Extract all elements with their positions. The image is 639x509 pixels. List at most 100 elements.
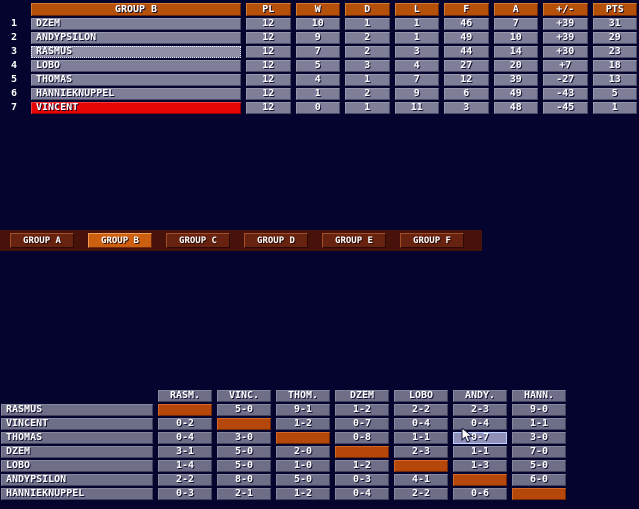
results-score-cell[interactable]: 5-0: [217, 460, 271, 472]
standings-value: 1: [345, 18, 390, 30]
results-score-cell[interactable]: 1-2: [276, 488, 330, 500]
results-score-cell[interactable]: 3-0: [512, 432, 566, 444]
results-row: THOMAS 0-4 3-0 0-8 1-1 0-7 3-0: [1, 432, 567, 444]
standings-value: 29: [592, 32, 637, 44]
results-score-cell[interactable]: 0-6: [453, 488, 507, 500]
results-team[interactable]: LOBO: [1, 460, 153, 472]
standings-row: 5 THOMAS 12 4 1 7 12 39 -27 13: [2, 74, 637, 86]
results-score-cell[interactable]: 0-7: [335, 418, 389, 430]
results-score-cell[interactable]: 9-1: [276, 404, 330, 416]
results-score-cell[interactable]: 1-2: [276, 418, 330, 430]
standings-value: 11: [394, 102, 439, 114]
tab-group-d[interactable]: GROUP D: [244, 233, 308, 248]
results-score-cell[interactable]: 6-0: [512, 474, 566, 486]
results-score-cell[interactable]: 2-3: [394, 446, 448, 458]
col-header-w: W: [295, 3, 340, 16]
standings-value: 1: [295, 88, 340, 100]
standings-team[interactable]: VINCENT: [31, 102, 241, 114]
standings-rank-header: [2, 3, 26, 16]
tab-group-c[interactable]: GROUP C: [166, 233, 230, 248]
standings-value: 3: [444, 102, 489, 114]
results-col-header: HANN.: [512, 390, 566, 402]
standings-value: 12: [246, 88, 291, 100]
tab-group-a[interactable]: GROUP A: [10, 233, 74, 248]
standings-rank: 7: [10, 102, 18, 113]
tab-group-f[interactable]: GROUP F: [400, 233, 464, 248]
results-score-cell[interactable]: 2-2: [394, 488, 448, 500]
results-team[interactable]: VINCENT: [1, 418, 153, 430]
results-score-cell[interactable]: 0-3: [158, 488, 212, 500]
results-score-cell[interactable]: 2-0: [276, 446, 330, 458]
results-score-cell[interactable]: 5-0: [276, 474, 330, 486]
results-score-cell[interactable]: 9-0: [512, 404, 566, 416]
results-score-cell[interactable]: 8-0: [217, 474, 271, 486]
standings-value: 1: [394, 18, 439, 30]
standings-value: 3: [345, 60, 390, 72]
standings-value: 18: [592, 60, 637, 72]
standings-team[interactable]: THOMAS: [31, 74, 241, 86]
col-header-pts: PTS: [592, 3, 637, 16]
standings-value: 48: [493, 102, 538, 114]
standings-team[interactable]: HANNIEKNUPPEL: [31, 88, 241, 100]
results-team[interactable]: RASMUS: [1, 404, 153, 416]
results-score-cell[interactable]: 2-2: [394, 404, 448, 416]
results-score-cell[interactable]: 3-1: [158, 446, 212, 458]
standings-team[interactable]: DZEM: [31, 18, 241, 30]
results-score-cell[interactable]: 5-0: [217, 404, 271, 416]
col-header-gd: +/-: [543, 3, 588, 16]
results-score-cell[interactable]: 2-3: [453, 404, 507, 416]
standings-value: 39: [493, 74, 538, 86]
results-score-cell[interactable]: 0-3: [335, 474, 389, 486]
standings-value: 12: [246, 18, 291, 30]
standings-value: 31: [592, 18, 637, 30]
standings-row: 6 HANNIEKNUPPEL 12 1 2 9 6 49 -43 5: [2, 88, 637, 100]
standings-value: 7: [394, 74, 439, 86]
results-score-cell[interactable]: 1-3: [453, 460, 507, 472]
results-team[interactable]: HANNIEKNUPPEL: [1, 488, 153, 500]
results-score-cell[interactable]: 5-0: [512, 460, 566, 472]
results-team[interactable]: ANDYPSILON: [1, 474, 153, 486]
results-score-cell[interactable]: 2-1: [217, 488, 271, 500]
results-score-cell[interactable]: 0-8: [335, 432, 389, 444]
col-header-l: L: [394, 3, 439, 16]
tab-group-e[interactable]: GROUP E: [322, 233, 386, 248]
standings-team[interactable]: LOBO: [31, 60, 241, 72]
standings-value: +30: [543, 46, 588, 58]
results-score-cell[interactable]: 4-1: [394, 474, 448, 486]
tab-group-b[interactable]: GROUP B: [88, 233, 152, 248]
results-score-cell[interactable]: 1-2: [335, 404, 389, 416]
results-score-cell[interactable]: 0-4: [453, 418, 507, 430]
results-score-cell[interactable]: 5-0: [217, 446, 271, 458]
results-score-cell[interactable]: 2-2: [158, 474, 212, 486]
standings-value: 1: [394, 32, 439, 44]
results-score-cell[interactable]: 1-1: [512, 418, 566, 430]
results-row: RASMUS 5-0 9-1 1-2 2-2 2-3 9-0: [1, 404, 567, 416]
results-score-cell[interactable]: 0-2: [158, 418, 212, 430]
results-row: LOBO 1-4 5-0 1-0 1-2 1-3 5-0: [1, 460, 567, 472]
results-team[interactable]: DZEM: [1, 446, 153, 458]
results-score-cell[interactable]: 1-4: [158, 460, 212, 472]
results-score-cell[interactable]: 1-2: [335, 460, 389, 472]
results-score-cell[interactable]: 7-0: [512, 446, 566, 458]
results-score-cell[interactable]: 0-7: [453, 432, 507, 444]
results-score-cell[interactable]: 1-1: [394, 432, 448, 444]
results-team[interactable]: THOMAS: [1, 432, 153, 444]
standings-team[interactable]: ANDYPSILON: [31, 32, 241, 44]
results-score-cell[interactable]: 0-4: [335, 488, 389, 500]
standings-value: 6: [444, 88, 489, 100]
results-col-header: LOBO: [394, 390, 448, 402]
results-diagonal-cell: [394, 460, 448, 472]
results-diagonal-cell: [453, 474, 507, 486]
results-header: RASM. VINC. THOM. DZEM LOBO ANDY. HANN.: [1, 390, 567, 402]
standings-header: GROUP B PL W D L F A +/- PTS: [2, 3, 637, 16]
standings-value: 5: [592, 88, 637, 100]
results-score-cell[interactable]: 3-0: [217, 432, 271, 444]
results-row: ANDYPSILON 2-2 8-0 5-0 0-3 4-1 6-0: [1, 474, 567, 486]
results-score-cell[interactable]: 1-0: [276, 460, 330, 472]
results-score-cell[interactable]: 0-4: [158, 432, 212, 444]
results-score-cell[interactable]: 0-4: [394, 418, 448, 430]
standings-team[interactable]: RASMUS: [31, 46, 241, 58]
results-score-cell[interactable]: 1-1: [453, 446, 507, 458]
standings-rank: 4: [10, 60, 18, 71]
standings-value: 9: [295, 32, 340, 44]
